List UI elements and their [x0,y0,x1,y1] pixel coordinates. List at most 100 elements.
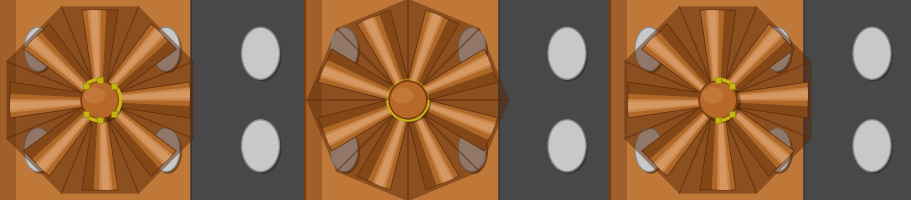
Polygon shape [364,18,401,88]
Polygon shape [423,72,497,101]
Polygon shape [732,83,807,118]
Polygon shape [10,100,85,113]
FancyBboxPatch shape [190,0,308,200]
Ellipse shape [699,82,736,119]
Polygon shape [335,0,408,91]
Polygon shape [374,115,405,187]
Polygon shape [115,103,189,118]
Polygon shape [24,25,94,95]
Polygon shape [36,111,93,173]
FancyBboxPatch shape [498,0,612,200]
Ellipse shape [701,84,740,123]
Polygon shape [324,106,395,146]
Polygon shape [730,61,811,140]
Polygon shape [707,11,717,85]
Ellipse shape [634,128,662,172]
Ellipse shape [634,28,662,72]
Ellipse shape [764,30,793,74]
Polygon shape [112,61,193,140]
Polygon shape [655,112,709,171]
Ellipse shape [854,30,892,82]
Bar [97,117,103,123]
Polygon shape [641,25,711,95]
Ellipse shape [332,130,360,174]
Bar [111,111,117,117]
FancyBboxPatch shape [0,0,16,200]
Ellipse shape [243,122,281,174]
Polygon shape [373,114,406,188]
Ellipse shape [459,30,487,74]
Polygon shape [10,83,85,118]
FancyBboxPatch shape [0,0,205,200]
Ellipse shape [24,28,52,72]
Ellipse shape [852,28,890,80]
Polygon shape [407,11,458,89]
Polygon shape [87,11,101,85]
Polygon shape [723,106,793,176]
Ellipse shape [154,130,182,174]
Polygon shape [318,50,396,101]
Polygon shape [406,0,480,91]
Polygon shape [320,65,394,99]
Polygon shape [99,116,112,190]
Ellipse shape [26,130,54,174]
Polygon shape [102,11,118,85]
Polygon shape [645,37,707,93]
Bar [83,111,89,117]
Polygon shape [27,37,89,93]
Polygon shape [419,50,497,101]
Polygon shape [406,110,480,200]
Polygon shape [419,100,497,151]
Polygon shape [306,28,398,101]
FancyBboxPatch shape [610,0,627,200]
Polygon shape [115,91,189,100]
Polygon shape [718,116,727,190]
Ellipse shape [389,82,426,119]
Polygon shape [318,100,396,151]
Ellipse shape [854,122,892,174]
Ellipse shape [332,30,360,74]
Ellipse shape [763,128,790,172]
Bar [728,111,734,117]
Polygon shape [82,116,118,190]
Polygon shape [10,101,85,110]
FancyBboxPatch shape [304,0,510,200]
Polygon shape [720,11,735,85]
Ellipse shape [26,30,54,74]
Ellipse shape [548,28,586,80]
Ellipse shape [636,30,664,74]
Polygon shape [112,42,176,95]
Polygon shape [413,113,454,184]
Polygon shape [379,11,408,85]
Polygon shape [647,38,706,92]
Polygon shape [678,113,757,194]
Ellipse shape [83,84,123,123]
Polygon shape [724,28,782,90]
Polygon shape [356,112,408,190]
Polygon shape [628,83,702,118]
Polygon shape [41,25,94,88]
Ellipse shape [636,130,664,174]
Polygon shape [623,105,712,194]
Polygon shape [115,83,189,118]
Polygon shape [362,17,402,88]
Ellipse shape [701,88,722,104]
Polygon shape [422,102,496,136]
Polygon shape [82,116,97,190]
Bar [728,84,734,90]
Polygon shape [653,111,710,173]
Polygon shape [105,105,194,194]
Polygon shape [321,68,394,98]
Ellipse shape [243,30,281,82]
Ellipse shape [763,28,790,72]
Ellipse shape [81,82,118,119]
Polygon shape [416,100,509,173]
Polygon shape [730,42,793,95]
FancyBboxPatch shape [306,0,322,200]
Ellipse shape [549,122,588,174]
Ellipse shape [549,30,588,82]
Polygon shape [732,91,807,100]
Polygon shape [723,113,776,176]
Polygon shape [356,11,408,89]
Polygon shape [722,7,812,96]
